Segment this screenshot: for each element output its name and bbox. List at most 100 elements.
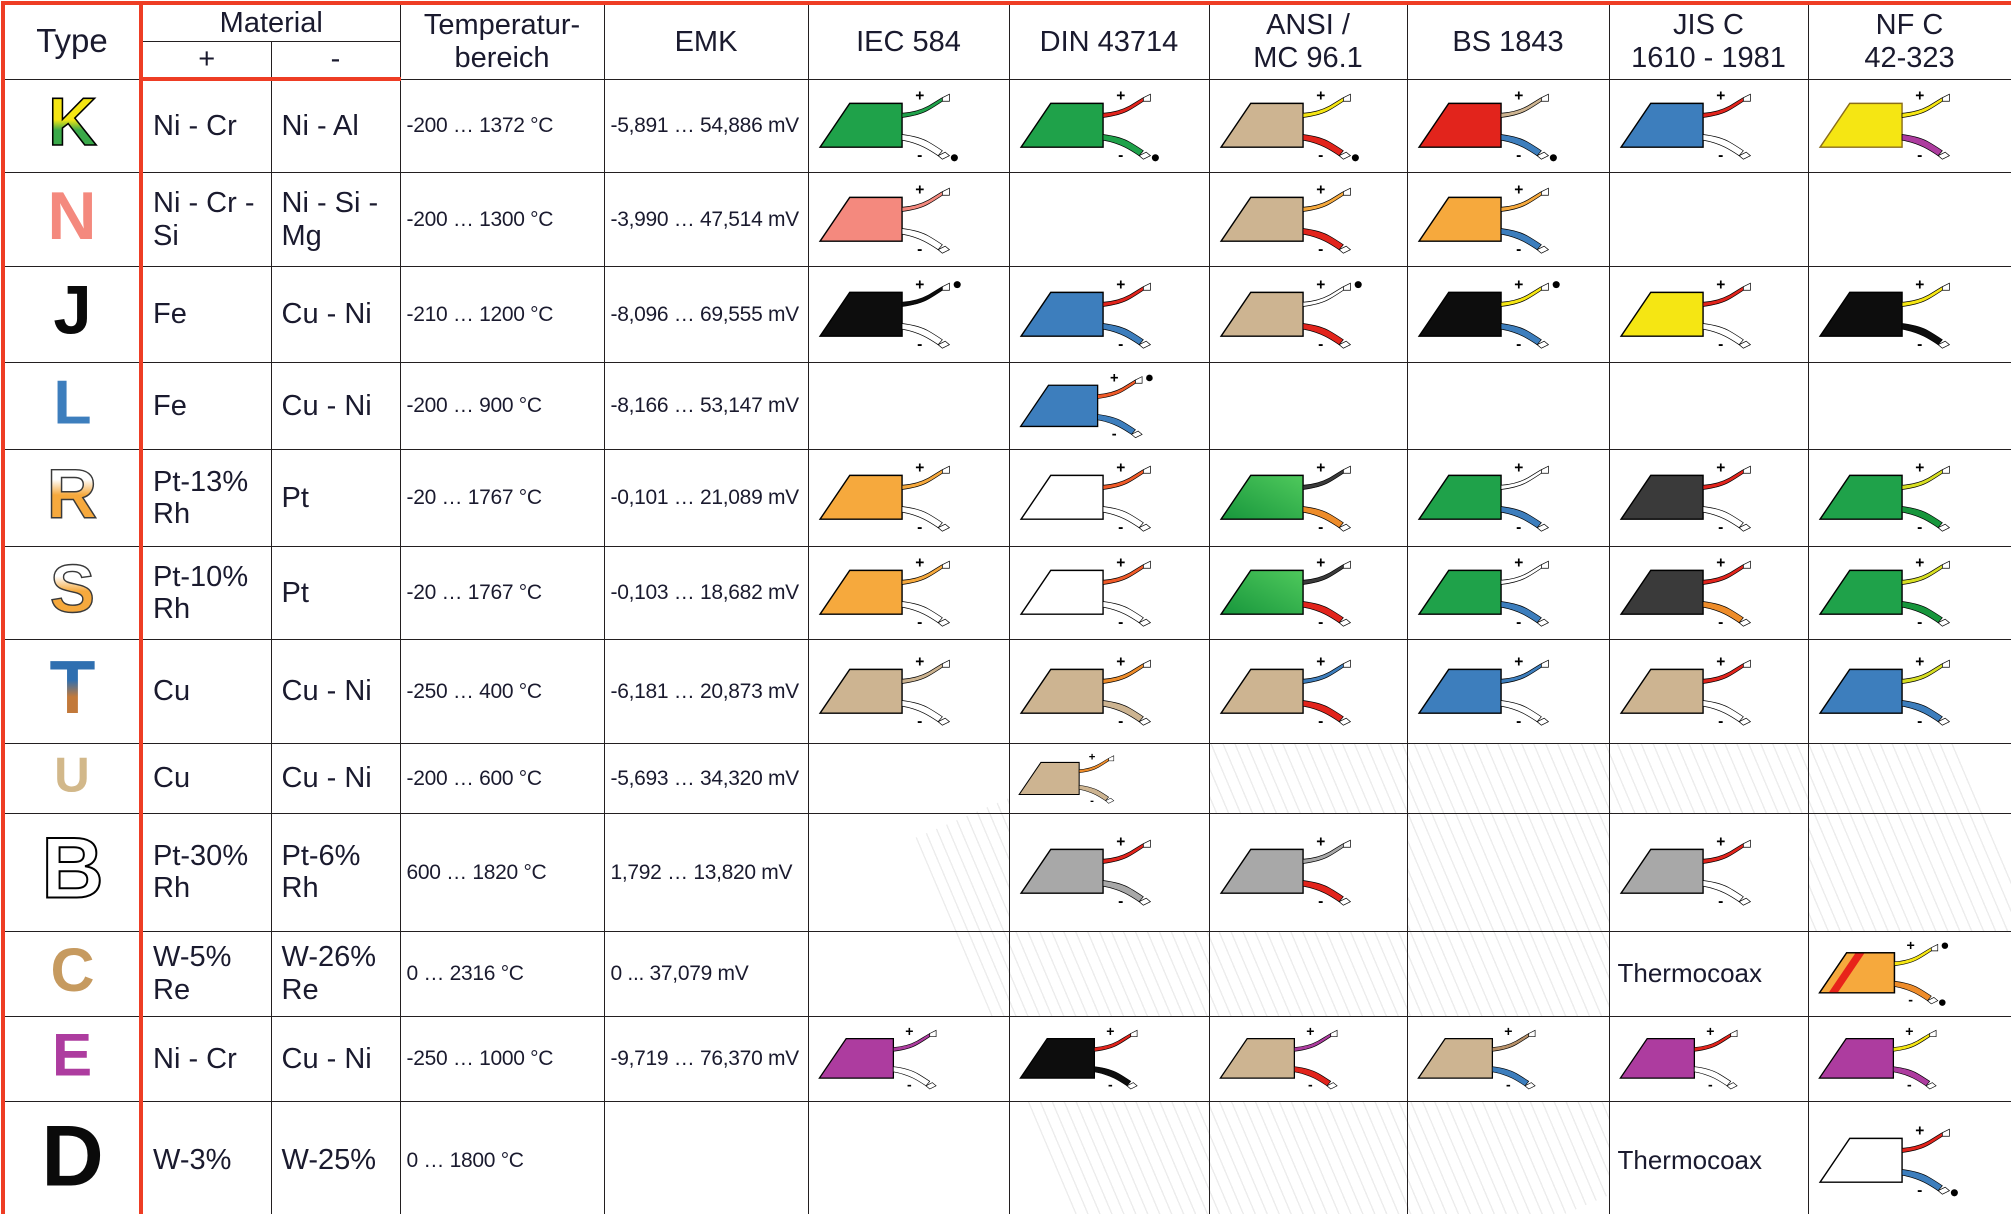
svg-text:-: - [917, 147, 922, 164]
svg-text:K: K [48, 85, 97, 160]
svg-text:-: - [1318, 519, 1323, 536]
svg-text:+: + [1706, 1023, 1714, 1039]
svg-text:+: + [915, 653, 924, 670]
svg-text:+: + [1915, 1122, 1924, 1139]
svg-text:-: - [1111, 426, 1116, 442]
svg-text:+: + [1316, 276, 1325, 293]
svg-text:+: + [915, 460, 924, 477]
svg-text:-: - [1318, 241, 1323, 258]
svg-text:-: - [1118, 614, 1123, 631]
svg-text:-: - [1917, 1182, 1922, 1199]
svg-text:+: + [1116, 834, 1125, 851]
svg-text:+: + [1915, 276, 1924, 293]
svg-text:-: - [1917, 147, 1922, 164]
svg-text:+: + [1514, 555, 1523, 572]
svg-text:+: + [1109, 370, 1118, 386]
svg-text:+: + [1514, 653, 1523, 670]
svg-text:+: + [1116, 555, 1125, 572]
svg-text:+: + [1088, 751, 1095, 763]
svg-text:-: - [1908, 993, 1913, 1009]
svg-text:-: - [1906, 1077, 1911, 1093]
svg-text:+: + [1514, 276, 1523, 293]
svg-text:+: + [915, 181, 924, 198]
svg-text:+: + [1116, 87, 1125, 104]
svg-text:-: - [1318, 336, 1323, 353]
svg-text:+: + [1716, 555, 1725, 572]
svg-text:+: + [1504, 1023, 1512, 1039]
svg-text:-: - [1516, 712, 1521, 729]
svg-text:-: - [1505, 1077, 1510, 1093]
svg-text:+: + [905, 1023, 913, 1039]
svg-text:+: + [1915, 555, 1924, 572]
svg-text:+: + [1906, 939, 1914, 955]
svg-text:+: + [1316, 834, 1325, 851]
svg-text:-: - [1090, 794, 1094, 806]
svg-text:L: L [53, 367, 91, 437]
svg-text:-: - [1118, 519, 1123, 536]
svg-text:+: + [1514, 87, 1523, 104]
svg-text:+: + [1716, 460, 1725, 477]
svg-text:-: - [1516, 147, 1521, 164]
svg-text:+: + [1915, 87, 1924, 104]
svg-text:-: - [1118, 147, 1123, 164]
svg-text:-: - [1318, 614, 1323, 631]
svg-text:-: - [1307, 1077, 1312, 1093]
svg-text:D: D [41, 1108, 103, 1204]
svg-text:-: - [1516, 336, 1521, 353]
svg-text:-: - [1718, 336, 1723, 353]
svg-text:-: - [1516, 614, 1521, 631]
svg-text:-: - [917, 614, 922, 631]
svg-text:S: S [50, 552, 95, 627]
svg-text:-: - [1516, 241, 1521, 258]
svg-text:+: + [915, 87, 924, 104]
svg-text:+: + [1116, 653, 1125, 670]
svg-text:U: U [54, 748, 89, 802]
svg-text:J: J [53, 272, 91, 349]
svg-text:+: + [1514, 460, 1523, 477]
svg-text:+: + [915, 555, 924, 572]
svg-text:+: + [1316, 555, 1325, 572]
svg-text:-: - [1718, 712, 1723, 729]
svg-text:T: T [49, 645, 95, 729]
svg-text:+: + [1106, 1023, 1114, 1039]
svg-text:-: - [1718, 147, 1723, 164]
svg-text:-: - [917, 241, 922, 258]
svg-text:-: - [1318, 893, 1323, 910]
svg-text:-: - [1718, 893, 1723, 910]
svg-text:-: - [1318, 147, 1323, 164]
svg-text:-: - [1118, 712, 1123, 729]
svg-text:+: + [1716, 834, 1725, 851]
svg-text:-: - [1718, 519, 1723, 536]
svg-text:-: - [917, 336, 922, 353]
svg-text:+: + [1306, 1023, 1314, 1039]
svg-text:+: + [1915, 460, 1924, 477]
svg-text:+: + [1915, 653, 1924, 670]
svg-text:+: + [1116, 460, 1125, 477]
svg-text:-: - [1917, 336, 1922, 353]
svg-text:+: + [1316, 460, 1325, 477]
svg-text:-: - [1516, 519, 1521, 536]
svg-text:-: - [1107, 1077, 1112, 1093]
svg-text:-: - [1917, 712, 1922, 729]
svg-text:+: + [1316, 87, 1325, 104]
svg-text:E: E [52, 1021, 92, 1088]
svg-text:-: - [1917, 614, 1922, 631]
svg-text:+: + [1905, 1023, 1913, 1039]
svg-text:-: - [917, 712, 922, 729]
svg-text:-: - [1718, 614, 1723, 631]
svg-text:-: - [1118, 336, 1123, 353]
svg-text:+: + [1514, 181, 1523, 198]
svg-text:+: + [915, 276, 924, 293]
svg-text:+: + [1316, 181, 1325, 198]
svg-text:-: - [1917, 519, 1922, 536]
svg-text:R: R [47, 455, 97, 533]
svg-text:+: + [1716, 653, 1725, 670]
svg-text:-: - [1118, 893, 1123, 910]
svg-text:+: + [1116, 276, 1125, 293]
svg-text:+: + [1316, 653, 1325, 670]
svg-text:N: N [47, 178, 96, 254]
svg-text:C: C [50, 936, 94, 1004]
svg-text:-: - [906, 1077, 911, 1093]
svg-text:-: - [1707, 1077, 1712, 1093]
svg-text:B: B [41, 821, 103, 917]
